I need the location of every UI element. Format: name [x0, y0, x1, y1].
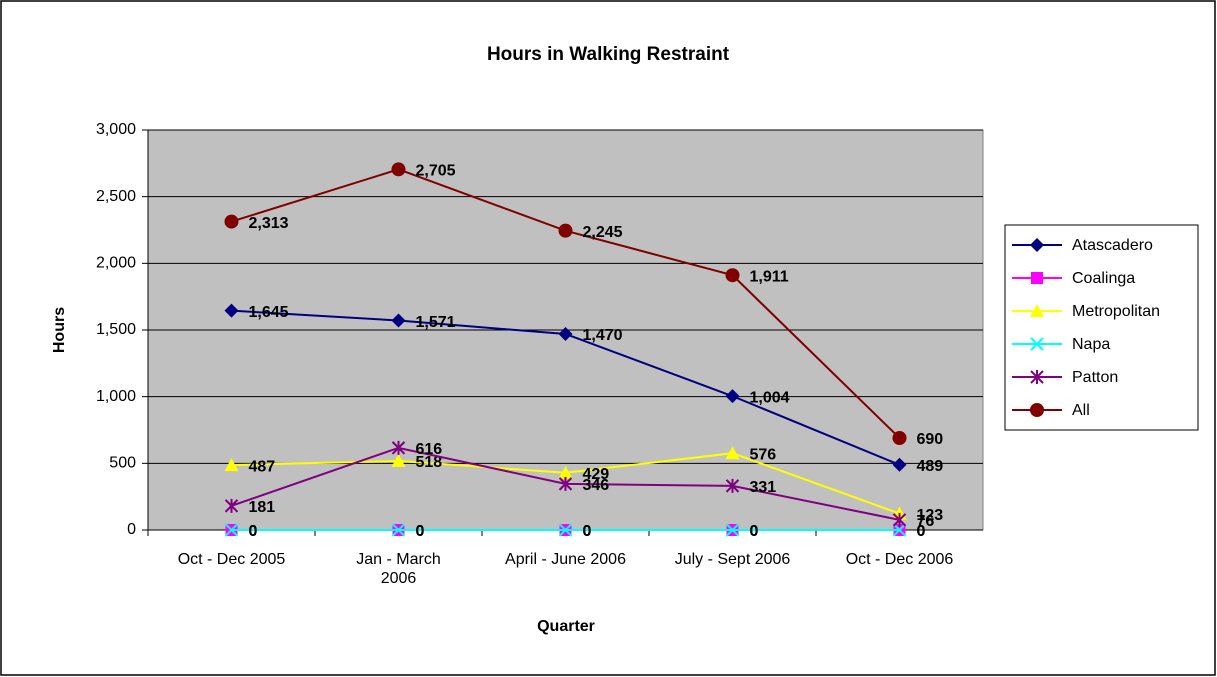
marker — [224, 303, 239, 318]
legend-label: All — [1072, 402, 1090, 419]
data-label: 518 — [416, 454, 443, 471]
marker — [892, 523, 907, 537]
y-tick-label: 3,000 — [96, 121, 136, 138]
marker — [892, 457, 907, 472]
data-label: 0 — [750, 523, 759, 540]
marker — [725, 268, 740, 283]
marker — [224, 498, 239, 513]
y-tick-label: 1,000 — [96, 388, 136, 405]
data-label: 429 — [583, 466, 610, 483]
marker — [725, 523, 740, 537]
y-tick-label: 1,500 — [96, 321, 136, 338]
y-tick-label: 2,500 — [96, 188, 136, 205]
data-label: 181 — [249, 499, 276, 516]
data-label: 123 — [917, 507, 944, 524]
marker — [558, 476, 573, 491]
marker — [1031, 272, 1043, 284]
marker — [558, 465, 573, 479]
legend-label: Napa — [1072, 336, 1110, 353]
data-label: 0 — [416, 523, 425, 540]
legend-label: Patton — [1072, 369, 1118, 386]
data-label: 0 — [917, 523, 926, 540]
marker — [1030, 238, 1044, 252]
data-label: 2,313 — [249, 215, 289, 232]
data-label: 0 — [583, 523, 592, 540]
legend-label: Coalinga — [1072, 270, 1135, 287]
marker — [391, 453, 406, 467]
data-label: 331 — [750, 479, 777, 496]
data-label: 576 — [750, 446, 777, 463]
marker — [391, 313, 406, 328]
marker — [1030, 370, 1044, 384]
data-label: 0 — [917, 523, 926, 540]
y-tick-label: 0 — [127, 521, 136, 538]
x-axis-label: Quarter — [537, 618, 595, 635]
x-tick-label: Jan - March 2006 — [356, 551, 441, 587]
marker — [1030, 337, 1044, 351]
marker — [725, 478, 740, 493]
x-tick-label: July - Sept 2006 — [674, 551, 791, 568]
marker — [391, 162, 406, 177]
legend-label: Atascadero — [1072, 237, 1153, 254]
marker — [558, 223, 573, 238]
data-label: 0 — [583, 523, 592, 540]
marker — [391, 440, 406, 455]
marker — [725, 389, 740, 404]
marker — [558, 523, 573, 537]
marker — [558, 327, 573, 341]
data-label: 1,470 — [583, 327, 623, 344]
data-label: 1,645 — [249, 304, 289, 321]
data-label: 616 — [416, 441, 443, 458]
data-label: 0 — [750, 523, 759, 540]
data-label: 1,004 — [750, 389, 790, 406]
data-label: 2,705 — [416, 163, 456, 180]
chart-title: Hours in Walking Restraint — [487, 44, 730, 65]
data-label: 76 — [917, 513, 935, 530]
x-tick-label: Oct - Dec 2005 — [177, 551, 286, 568]
legend-box — [1004, 224, 1199, 431]
data-label: 487 — [249, 458, 276, 475]
x-tick-label: Oct - Dec 2006 — [845, 551, 954, 568]
marker — [892, 431, 907, 445]
x-tick-label: April - June 2006 — [505, 551, 626, 568]
data-label: 1,571 — [416, 314, 456, 331]
marker — [224, 523, 239, 537]
legend-label: Metropolitan — [1072, 303, 1160, 320]
data-label: 346 — [583, 477, 610, 494]
y-tick-label: 500 — [109, 455, 136, 472]
data-label: 2,245 — [583, 224, 623, 241]
marker — [892, 512, 907, 527]
marker — [391, 523, 406, 537]
data-label: 1,911 — [750, 268, 789, 285]
data-label: 0 — [249, 523, 258, 540]
data-label: 0 — [416, 523, 425, 540]
data-label: 489 — [917, 458, 944, 475]
y-tick-label: 2,000 — [96, 255, 136, 272]
data-label: 690 — [917, 431, 944, 448]
y-axis-label: Hours — [51, 307, 68, 353]
marker — [1030, 403, 1044, 417]
marker — [224, 214, 239, 229]
marker — [1030, 304, 1044, 317]
marker — [224, 458, 239, 472]
data-label: 0 — [249, 523, 258, 540]
marker — [725, 446, 740, 460]
